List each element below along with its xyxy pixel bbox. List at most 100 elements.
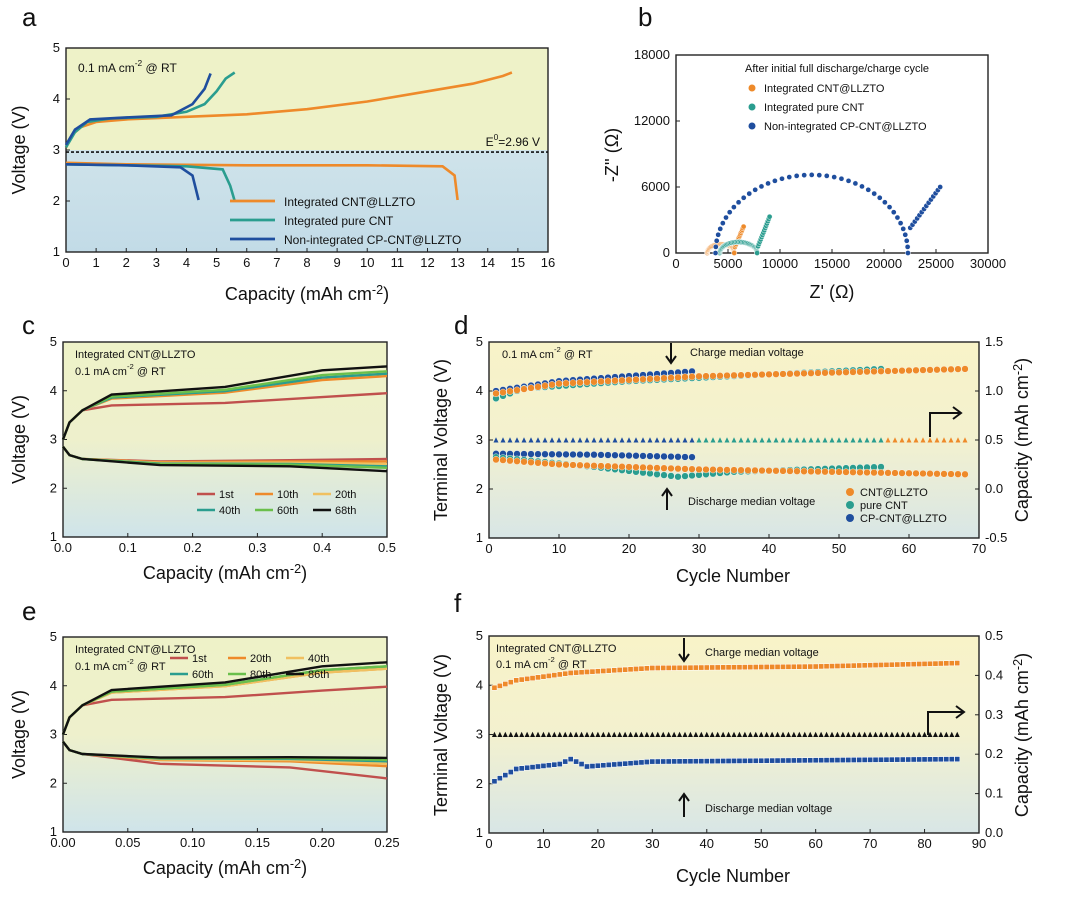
discharge-median-point xyxy=(793,467,801,475)
capacity-point xyxy=(497,731,503,737)
y-tick-label: 2 xyxy=(50,775,57,790)
y-tick-label: 0 xyxy=(663,245,670,260)
capacity-point xyxy=(815,437,821,443)
discharge-curve xyxy=(65,163,200,201)
discharge-median-point xyxy=(878,756,884,763)
x-tick-label: 60 xyxy=(808,836,822,851)
discharge-median-point xyxy=(823,757,830,764)
capacity-point xyxy=(619,437,625,443)
discharge-median-point xyxy=(674,473,682,481)
capacity-point xyxy=(606,731,612,737)
discharge-median-point xyxy=(932,756,939,763)
charge-curve xyxy=(64,73,212,146)
discharge-median-point xyxy=(611,761,618,768)
charge-median-point xyxy=(829,663,835,669)
discharge-median-point xyxy=(548,450,556,458)
capacity-point xyxy=(633,731,639,737)
capacity-point xyxy=(682,731,688,737)
capacity-point xyxy=(521,437,527,443)
capacity-point xyxy=(873,731,879,737)
discharge-median-point xyxy=(856,468,864,476)
x-tick-label: 30 xyxy=(692,541,706,556)
charge-median-point xyxy=(932,660,939,667)
discharge-median-point xyxy=(671,758,677,765)
y-tick-label: 2 xyxy=(476,776,483,791)
y-tick-label: 3 xyxy=(476,432,483,447)
capacity-point xyxy=(666,731,672,737)
charge-median-point xyxy=(709,664,716,671)
discharge-median-point xyxy=(491,778,498,785)
y-tick-label: 5 xyxy=(476,334,483,349)
y-tick-label: 12000 xyxy=(634,113,670,128)
impedance-point xyxy=(752,186,759,193)
capacity-point xyxy=(857,437,863,443)
x-tick-label: 15000 xyxy=(814,256,850,271)
y-tick-label: 1 xyxy=(476,825,483,840)
capacity-point xyxy=(493,437,499,443)
capacity-point xyxy=(698,731,704,737)
capacity-point xyxy=(938,731,944,737)
discharge-median-point xyxy=(499,456,507,464)
charge-median-point xyxy=(618,376,626,384)
charge-median-point xyxy=(845,662,852,669)
discharge-median-point xyxy=(765,467,773,475)
capacity-point xyxy=(766,437,772,443)
discharge-median-point xyxy=(769,757,775,764)
discharge-median-point xyxy=(681,465,689,473)
legend-label: Integrated CNT@LLZTO xyxy=(284,195,415,209)
capacity-point xyxy=(843,437,849,443)
discharge-median-point xyxy=(604,451,612,459)
x-tick-label: 16 xyxy=(541,255,555,270)
capacity-point xyxy=(920,437,926,443)
charge-curve xyxy=(61,661,388,735)
capacity-point xyxy=(885,437,891,443)
charge-median-point xyxy=(716,372,724,380)
discharge-median-point xyxy=(632,452,640,460)
discharge-median-point xyxy=(551,761,558,768)
capacity-point xyxy=(943,731,949,737)
y-axis-title: Terminal Voltage (V) xyxy=(431,654,451,816)
charge-median-point xyxy=(665,665,672,671)
charge-median-point xyxy=(600,668,607,674)
discharge-median-point xyxy=(829,757,835,763)
chart-panel-b: 0 5000 10000 15000 20000 25000 30000 0 6000 12000… xyxy=(602,47,1006,302)
charge-median-point xyxy=(654,665,661,671)
discharge-median-point xyxy=(910,756,917,763)
discharge-median-point xyxy=(541,450,549,458)
legend-label: 10th xyxy=(277,489,298,501)
capacity-point xyxy=(878,731,884,737)
capacity-point xyxy=(724,437,730,443)
capacity-point xyxy=(687,731,693,737)
legend-label: 1st xyxy=(192,653,207,665)
charge-median-point xyxy=(703,664,710,671)
y-right-tick-label: 0.0 xyxy=(985,481,1003,496)
right-axis-arrow xyxy=(929,406,963,437)
panel-label-e: e xyxy=(22,596,36,626)
discharge-median-point xyxy=(786,467,794,475)
capacity-point xyxy=(726,731,732,737)
capacity-point xyxy=(813,731,819,737)
discharge-median-point xyxy=(752,757,759,764)
capacity-point xyxy=(622,731,628,737)
discharge-median-point xyxy=(791,757,797,764)
charge-median-point xyxy=(954,660,961,666)
capacity-point xyxy=(769,731,775,737)
charge-median-point xyxy=(590,378,598,386)
capacity-point xyxy=(703,437,709,443)
discharge-median-point xyxy=(730,466,738,474)
capacity-point xyxy=(644,731,650,737)
x-tick-label: 0.15 xyxy=(245,835,270,850)
charge-median-point xyxy=(898,367,906,375)
discharge-median-point xyxy=(751,466,759,475)
discharge-median-point xyxy=(905,756,912,763)
charge-median-point xyxy=(709,372,717,380)
charge-median-point xyxy=(763,664,770,670)
y-right-axis-title: Capacity (mAh cm-2) xyxy=(1011,653,1032,817)
discharge-median-point xyxy=(497,775,503,782)
charge-median-point xyxy=(604,377,612,385)
y-tick-label: 5 xyxy=(476,628,483,643)
charge-median-point xyxy=(926,366,934,374)
discharge-median-point xyxy=(812,757,819,764)
discharge-median-point xyxy=(737,466,745,474)
discharge-median-point xyxy=(590,451,598,459)
